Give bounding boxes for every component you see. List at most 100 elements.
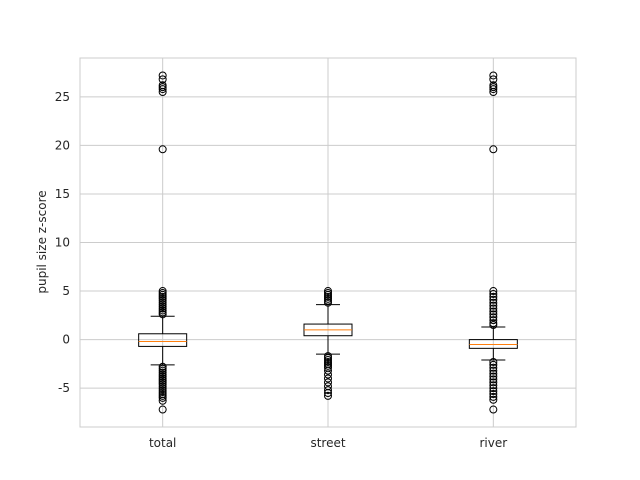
outlier-point	[489, 319, 498, 328]
y-tick-label: 25	[55, 90, 70, 104]
outlier-point	[158, 310, 167, 319]
y-tick-label: 0	[62, 333, 70, 347]
outlier-point	[158, 362, 167, 371]
y-tick-label: 15	[55, 187, 70, 201]
outlier-point	[158, 388, 167, 397]
outlier-point	[158, 393, 167, 402]
y-tick-label: 10	[55, 236, 70, 250]
outlier-point	[158, 294, 167, 303]
outlier-point	[324, 288, 332, 297]
outlier-point	[324, 298, 332, 307]
outlier-point	[158, 302, 167, 311]
box-iqr	[138, 333, 188, 347]
outlier-point	[489, 304, 498, 313]
outlier-point	[158, 386, 167, 395]
outlier-point	[158, 298, 167, 307]
outlier-point	[158, 366, 167, 375]
outlier-point	[158, 287, 167, 296]
outlier-point	[158, 308, 167, 317]
outlier-point	[324, 294, 332, 303]
y-axis-title: pupil size z-score	[35, 190, 49, 293]
outlier-point	[158, 364, 167, 373]
y-tick-label: -5	[58, 381, 70, 395]
outlier-point	[158, 306, 167, 315]
outlier-point	[158, 384, 167, 393]
outlier-point	[489, 389, 498, 398]
outlier-point	[489, 381, 498, 390]
outlier-point	[324, 354, 332, 363]
outlier-point	[489, 310, 498, 319]
outlier-point	[158, 296, 167, 305]
outlier-point	[158, 145, 167, 154]
outlier-point	[489, 369, 498, 378]
outlier-point	[324, 361, 332, 370]
outlier-point	[158, 290, 167, 299]
outlier-point	[489, 372, 498, 381]
outlier-point	[489, 392, 498, 401]
x-tick-label: total	[149, 436, 176, 450]
outlier-point	[324, 355, 332, 364]
outlier-point	[158, 370, 167, 379]
outlier-point	[489, 321, 498, 330]
box-group-river	[468, 71, 518, 414]
outlier-point	[158, 75, 167, 84]
outlier-point	[489, 360, 498, 369]
outlier-point	[489, 295, 498, 304]
box-group-total	[138, 71, 188, 414]
outlier-point	[158, 382, 167, 391]
outlier-point	[489, 145, 498, 154]
outlier-point	[489, 384, 498, 393]
outlier-point	[324, 391, 332, 400]
outlier-point	[489, 292, 498, 301]
plot-frame	[79, 57, 577, 428]
y-tick-labels: -5 0 5 10 15 20 25	[55, 90, 70, 395]
outlier-point	[489, 363, 498, 372]
box-group-street	[303, 287, 353, 400]
outlier-point	[489, 289, 498, 298]
outlier-point	[489, 405, 498, 414]
outlier-point	[324, 370, 332, 379]
outlier-point	[324, 386, 332, 395]
outlier-point	[489, 307, 498, 316]
outlier-point	[158, 372, 167, 381]
outlier-point	[158, 368, 167, 377]
outlier-point	[158, 374, 167, 383]
y-tick-label: 20	[55, 138, 70, 152]
outlier-point	[324, 389, 332, 398]
outlier-point	[158, 300, 167, 309]
outlier-point	[158, 396, 167, 405]
outlier-point	[489, 387, 498, 396]
outlier-point	[489, 378, 498, 387]
x-tick-label: river	[479, 436, 507, 450]
outlier-point	[158, 376, 167, 385]
outlier-point	[489, 375, 498, 384]
outlier-point	[489, 75, 498, 84]
outlier-point	[324, 378, 332, 387]
outlier-point	[489, 316, 498, 325]
outlier-point	[324, 290, 332, 299]
x-tick-label: street	[310, 436, 345, 450]
outlier-point	[324, 374, 332, 383]
outlier-point	[158, 380, 167, 389]
outlier-point	[489, 395, 498, 404]
outlier-point	[158, 292, 167, 301]
outlier-point	[158, 391, 167, 400]
outlier-point	[324, 287, 332, 296]
boxes-layer	[138, 71, 518, 414]
outlier-point	[489, 313, 498, 322]
outlier-point	[158, 87, 167, 96]
outlier-point	[489, 298, 498, 307]
outlier-point	[158, 378, 167, 387]
outlier-point	[158, 405, 167, 414]
outlier-point	[158, 71, 167, 80]
outlier-point	[324, 366, 332, 375]
outlier-point	[489, 366, 498, 375]
outlier-point	[324, 352, 332, 361]
outlier-point	[158, 83, 167, 92]
outlier-point	[324, 296, 332, 305]
outlier-point	[158, 85, 167, 94]
outlier-point	[489, 87, 498, 96]
outlier-point	[489, 357, 498, 366]
outlier-point	[324, 357, 332, 366]
